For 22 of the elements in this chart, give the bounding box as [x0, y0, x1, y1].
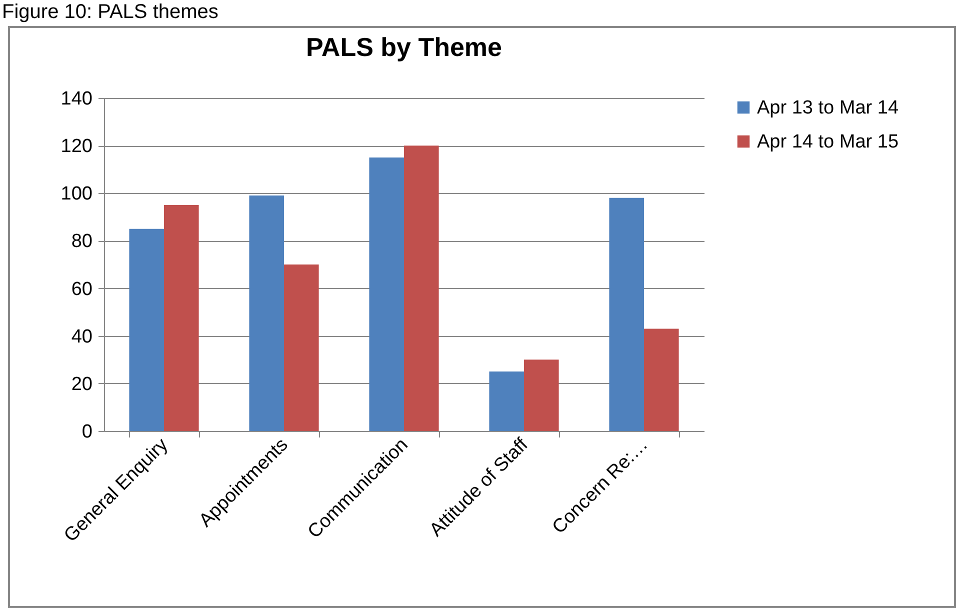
bar — [284, 264, 319, 431]
bar — [164, 205, 199, 431]
legend-label: Apr 14 to Mar 15 — [757, 132, 899, 152]
y-tick-label: 100 — [60, 184, 92, 205]
caption: Figure 10: PALS themes — [2, 0, 218, 24]
y-tick-label: 0 — [82, 422, 92, 442]
legend-label: Apr 13 to Mar 14 — [757, 98, 899, 118]
bar — [369, 157, 404, 431]
chart-title: PALS by Theme — [306, 32, 502, 62]
bar — [129, 228, 164, 431]
bar — [404, 146, 439, 431]
bar — [524, 360, 559, 431]
bar — [249, 196, 284, 431]
bar — [609, 198, 644, 431]
y-tick-label: 40 — [71, 326, 92, 348]
y-tick-label: 20 — [71, 374, 92, 395]
bar — [644, 328, 679, 431]
y-tick-label: 140 — [60, 88, 92, 110]
y-tick-label: 120 — [60, 136, 92, 158]
y-tick-label: 60 — [71, 278, 92, 300]
y-tick-label: 80 — [71, 231, 92, 252]
bar — [489, 372, 524, 431]
